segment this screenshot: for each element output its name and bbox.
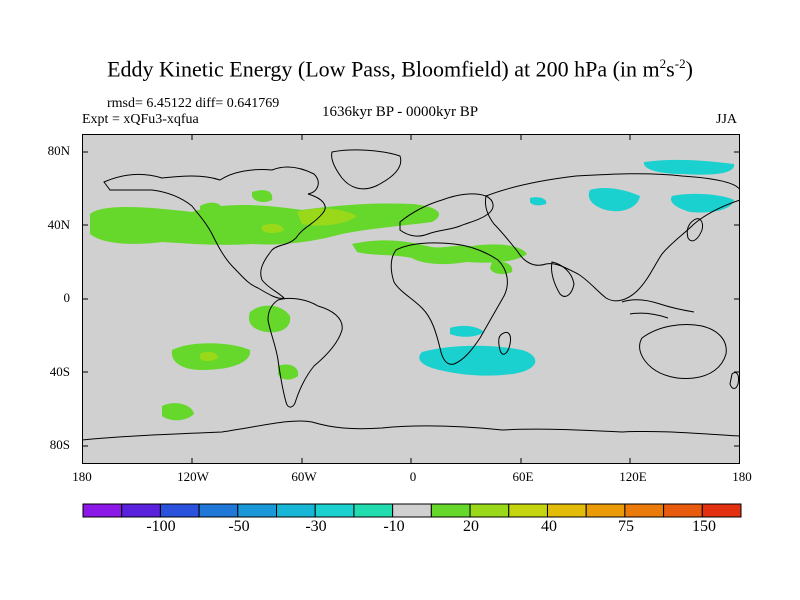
colorbar-label-150: 150 bbox=[692, 518, 716, 535]
colorbar-swatch-5 bbox=[276, 503, 316, 518]
colorbar-swatch-12 bbox=[546, 503, 587, 518]
coastline-africa bbox=[390, 242, 508, 365]
colorbar-swatch-10 bbox=[469, 503, 510, 518]
green-patch-south-pacific-far bbox=[162, 403, 194, 421]
coastline-new-zealand bbox=[729, 371, 739, 389]
coastlines bbox=[82, 149, 740, 441]
colorbar-label-neg100: -100 bbox=[146, 518, 176, 535]
lon-label-120e: 120E bbox=[619, 469, 647, 484]
colorbar-label-neg50: -50 bbox=[228, 518, 250, 535]
lat-label-0: 0 bbox=[63, 290, 71, 305]
green-patch-south-america bbox=[278, 364, 299, 380]
colorbar-label-40: 40 bbox=[541, 518, 557, 535]
anomaly-shading bbox=[90, 159, 735, 421]
lon-label-60w: 60W bbox=[291, 469, 317, 484]
lat-label-40s: 40S bbox=[49, 364, 70, 379]
cyan-patch-siberia-2 bbox=[588, 188, 640, 212]
colorbar bbox=[82, 503, 742, 518]
lon-label-60e: 60E bbox=[512, 469, 534, 484]
coastline-north-america bbox=[103, 166, 326, 299]
colorbar-swatch-11 bbox=[508, 503, 548, 518]
colorbar-label-neg30: -30 bbox=[305, 518, 327, 535]
colorbar-swatch-15 bbox=[663, 503, 703, 518]
lon-label-0: 0 bbox=[409, 469, 417, 484]
period-label: 1636kyr BP - 0000kyr BP bbox=[322, 104, 479, 120]
lon-label-180e: 180 bbox=[732, 469, 752, 484]
green-patch-pacific-north bbox=[200, 202, 223, 216]
cyan-patch-north-pacific bbox=[670, 193, 734, 213]
colorbar-swatch-2 bbox=[159, 503, 200, 518]
experiment-label: Expt = xQFu3-xqfua bbox=[82, 112, 199, 127]
colorbar-swatch-8 bbox=[392, 503, 432, 518]
lon-label-180w: 180 bbox=[72, 469, 92, 484]
cyan-patch-small-europe bbox=[530, 197, 547, 206]
coastline-japan bbox=[686, 218, 703, 242]
coastline-south-america bbox=[267, 297, 343, 408]
colorbar-swatch-14 bbox=[624, 503, 665, 518]
green-patch-arabia bbox=[490, 261, 513, 275]
lat-label-80s: 80S bbox=[49, 437, 70, 452]
coastline-greenland bbox=[331, 149, 402, 190]
colorbar-swatch-6 bbox=[314, 503, 355, 518]
map-title: Eddy Kinetic Energy (Low Pass, Bloomfiel… bbox=[107, 56, 693, 82]
yellow-patch-atlantic-2 bbox=[262, 223, 284, 233]
colorbar-swatch-4 bbox=[237, 503, 278, 518]
colorbar-swatch-3 bbox=[198, 503, 239, 518]
lon-label-120w: 120W bbox=[177, 469, 209, 484]
coastline-antarctica bbox=[82, 420, 740, 441]
colorbar-label-75: 75 bbox=[618, 518, 634, 535]
yellow-patch-atlantic-1 bbox=[297, 208, 357, 226]
green-patch-pacific-tropical bbox=[248, 305, 291, 333]
stats-text: rmsd= 6.45122 diff= 0.641769 bbox=[107, 96, 280, 111]
map-ticks bbox=[82, 134, 740, 464]
colorbar-swatch-9 bbox=[430, 503, 471, 518]
cyan-patch-indian-ocean bbox=[450, 325, 484, 337]
map-panel bbox=[82, 134, 740, 464]
green-band-north-africa bbox=[352, 240, 527, 265]
coastline-india bbox=[551, 261, 575, 297]
colorbar-swatch-1 bbox=[121, 503, 161, 518]
cyan-patch-siberia-1 bbox=[643, 159, 735, 175]
coastline-asia bbox=[485, 173, 740, 302]
season-label: JJA bbox=[716, 112, 738, 127]
lat-label-80n: 80N bbox=[47, 143, 70, 158]
colorbar-label-20: 20 bbox=[463, 518, 479, 535]
coastline-madagascar bbox=[498, 331, 511, 355]
colorbar-label-neg10: -10 bbox=[383, 518, 405, 535]
yellow-patch-south-pacific bbox=[200, 351, 218, 361]
colorbar-swatch-16 bbox=[701, 503, 742, 518]
colorbar-swatch-13 bbox=[585, 503, 626, 518]
lat-label-40n: 40N bbox=[47, 217, 70, 232]
coastline-indonesia bbox=[621, 299, 695, 319]
coastline-australia bbox=[639, 324, 727, 379]
green-patch-north-canada bbox=[252, 190, 273, 203]
colorbar-swatch-7 bbox=[353, 503, 394, 518]
colorbar-swatch-0 bbox=[82, 503, 123, 518]
